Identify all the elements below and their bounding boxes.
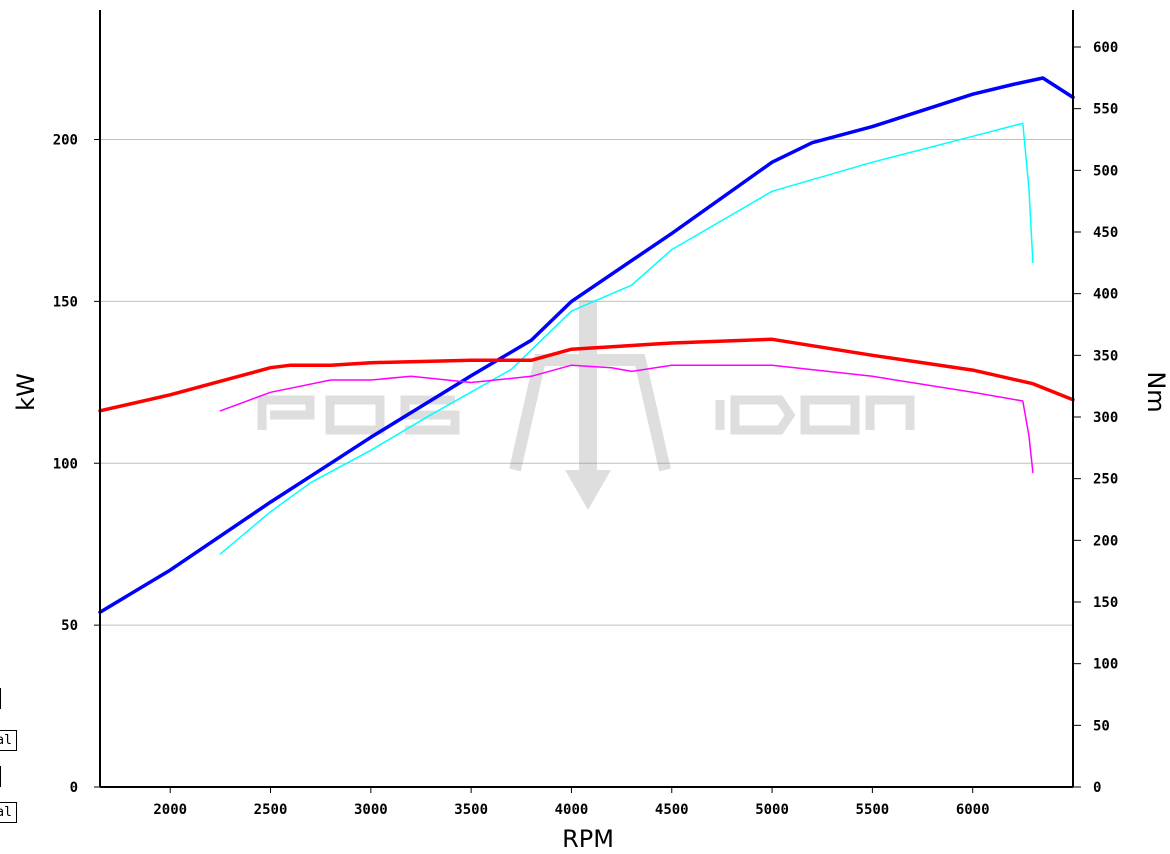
watermark-trident (509, 354, 671, 472)
y-right-tick-label: 600 (1093, 40, 1118, 56)
x-tick-label: 4000 (555, 802, 589, 818)
y-right-tick-label: 150 (1093, 595, 1118, 611)
y-right-tick-label: 350 (1093, 348, 1118, 364)
x-tick-label: 3500 (454, 802, 488, 818)
watermark-letter (257, 395, 315, 430)
series-line-original-right (219, 364, 1034, 474)
y-left-tick-label: 150 (53, 294, 78, 310)
y-right-tick-label: 200 (1093, 533, 1118, 549)
y-left-tick-label: 200 (53, 133, 78, 149)
y-right-tick-label: 250 (1093, 472, 1118, 488)
y-right-tick-label: 400 (1093, 287, 1118, 303)
watermark-letter (865, 395, 915, 430)
legend-item-original-power: iginal (0, 730, 17, 751)
series-layer (98, 76, 1075, 614)
y-right-tick-label: 500 (1093, 163, 1118, 179)
y-right-tick-label: 0 (1093, 780, 1101, 796)
x-tick-label: 6000 (956, 802, 990, 818)
legend-label: iginal (0, 733, 12, 748)
series-line-original-left (219, 122, 1034, 555)
series-line-tuning-right (98, 337, 1075, 413)
x-tick-label: 2000 (153, 802, 187, 818)
legend-item-original-torque: iginal (0, 802, 17, 823)
x-tick-label: 3000 (354, 802, 388, 818)
watermark-letter (730, 395, 796, 435)
y-right-tick-label: 450 (1093, 225, 1118, 241)
axes: 2000 2500 3000 3500 4000 4500 5000 5500 60000501… (53, 10, 1118, 818)
legend-item-tuning-torque: ning (0, 766, 2, 787)
grid-lines (100, 139, 1073, 626)
watermark-letter (325, 395, 385, 435)
x-tick-label: 5500 (856, 802, 890, 818)
y-right-tick-label: 50 (1093, 718, 1110, 734)
x-tick-label: 4500 (655, 802, 689, 818)
legend-item-tuning-power: ning (0, 688, 2, 709)
y-left-tick-label: 0 (70, 780, 78, 796)
watermark-letter (800, 395, 860, 435)
y-left-tick-label: 100 (53, 456, 78, 472)
series-line-tuning-left (98, 76, 1075, 614)
y-left-tick-label: 50 (61, 618, 78, 634)
y-right-tick-label: 300 (1093, 410, 1118, 426)
x-tick-label: 2500 (254, 802, 288, 818)
watermark-trident-tip (565, 470, 611, 510)
y-right-tick-label: 550 (1093, 102, 1118, 118)
y-axis-left-title: kW (12, 373, 40, 411)
y-right-tick-label: 100 (1093, 657, 1118, 673)
legend-label: iginal (0, 805, 12, 820)
watermark (257, 300, 915, 510)
y-axis-right-title: Nm (1142, 371, 1170, 412)
x-tick-label: 5000 (755, 802, 789, 818)
x-axis-title: RPM (562, 825, 614, 853)
